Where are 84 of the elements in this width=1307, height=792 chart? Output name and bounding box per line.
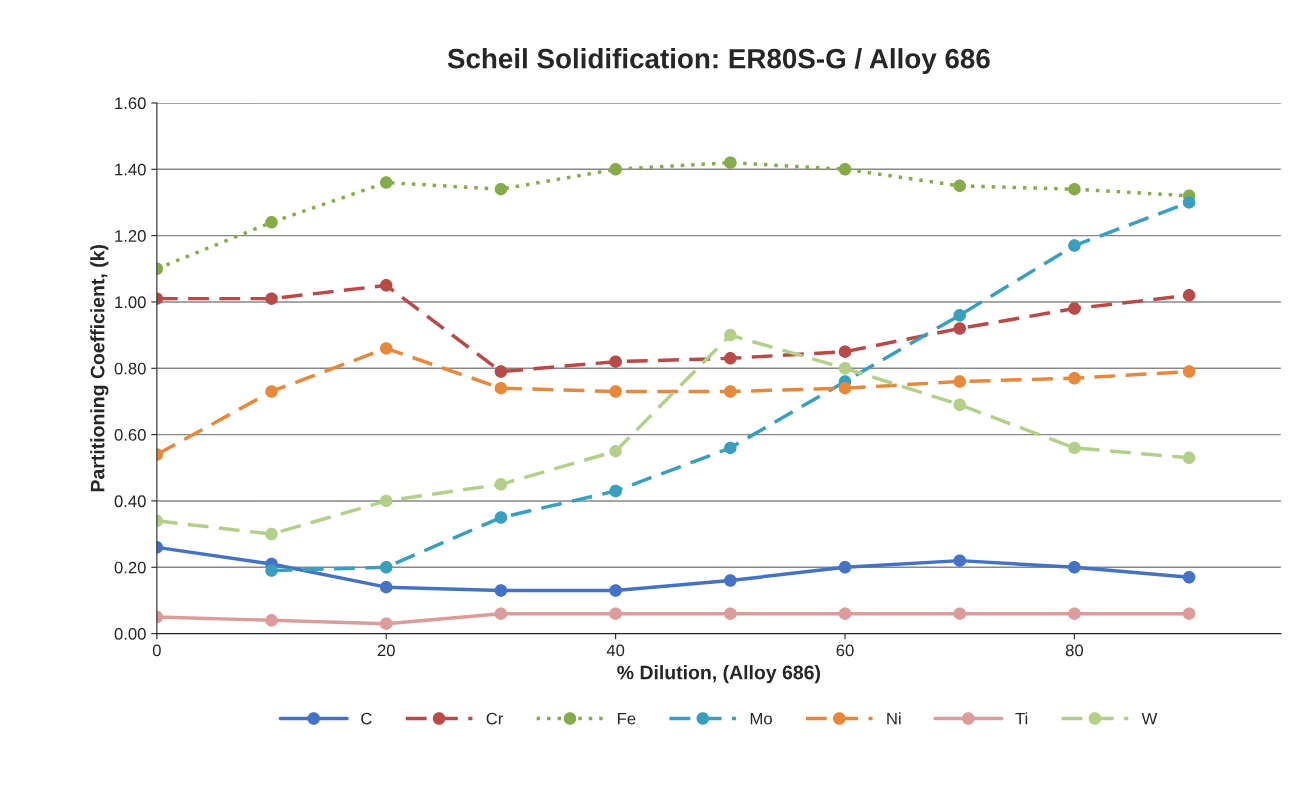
point	[953, 308, 966, 322]
point	[1182, 289, 1196, 302]
point	[609, 484, 622, 498]
y-tick-label: 0.80	[114, 362, 146, 375]
point	[265, 216, 278, 229]
x-tick-label: 60	[836, 644, 854, 657]
point	[838, 607, 852, 620]
point	[724, 156, 737, 169]
point	[494, 381, 508, 395]
point	[379, 617, 393, 630]
point	[953, 554, 966, 567]
point	[609, 444, 622, 458]
point	[494, 478, 508, 491]
legend-label: C	[361, 712, 372, 725]
y-tick-label: 0.60	[114, 429, 146, 441]
point	[953, 179, 966, 193]
x-tick-label: 20	[377, 644, 395, 657]
y-tick-label: 1.60	[115, 97, 146, 110]
x-tick-label: 40	[606, 644, 625, 657]
legend-label: W	[1141, 712, 1158, 725]
point	[953, 398, 966, 412]
point	[1068, 607, 1081, 620]
point	[1182, 196, 1196, 209]
point	[724, 574, 737, 587]
point	[953, 322, 966, 335]
legend-label: Mo	[750, 712, 772, 725]
x-axis-title: % Dilution, (Alloy 686)	[617, 665, 820, 684]
point	[1182, 607, 1196, 620]
point	[724, 607, 737, 620]
point	[1068, 182, 1081, 196]
point	[609, 607, 622, 620]
x-tick-label: 80	[1065, 644, 1084, 657]
x-tick-label: 0	[152, 644, 161, 657]
y-axis-title: Partitioning Coefficient, (k)	[90, 245, 109, 492]
point	[724, 352, 737, 365]
y-tick-label: 0.20	[114, 561, 146, 574]
legend-label: Cr	[486, 712, 504, 725]
point	[265, 292, 278, 305]
point	[1182, 451, 1196, 465]
point	[494, 511, 508, 524]
point	[379, 561, 393, 574]
point	[265, 564, 278, 577]
point	[838, 163, 852, 176]
point	[494, 365, 508, 378]
point	[1068, 561, 1081, 574]
y-tick-label: 1.00	[115, 296, 146, 309]
point	[265, 527, 278, 541]
point	[379, 494, 393, 508]
legend-label: Ni	[887, 712, 901, 725]
legend-label: Fe	[618, 712, 636, 725]
point	[609, 584, 622, 597]
point	[609, 385, 622, 398]
point	[379, 279, 393, 292]
point	[265, 385, 278, 398]
y-tick-label: 0.00	[114, 628, 146, 640]
chart-title: Scheil Solidification: ER80S-G / Alloy 686	[447, 48, 990, 74]
point	[724, 328, 737, 342]
point	[379, 342, 393, 355]
point	[953, 375, 966, 388]
point	[838, 561, 852, 574]
point	[724, 385, 737, 398]
point	[1182, 570, 1196, 584]
point	[953, 607, 966, 620]
point	[838, 381, 852, 395]
legend-label: Ti	[1015, 712, 1028, 725]
point	[379, 580, 393, 594]
point	[1068, 371, 1081, 385]
point	[724, 441, 737, 455]
point	[838, 345, 852, 358]
point	[1182, 365, 1196, 378]
point	[1068, 239, 1081, 252]
point	[379, 176, 393, 189]
point	[494, 584, 508, 597]
point	[1068, 302, 1081, 315]
point	[265, 614, 278, 627]
point	[609, 355, 622, 368]
y-tick-label: 1.40	[115, 163, 146, 176]
point	[494, 607, 508, 620]
y-tick-label: 1.20	[115, 230, 146, 242]
point	[838, 362, 852, 375]
point	[494, 182, 508, 196]
y-tick-label: 0.40	[114, 495, 146, 508]
point	[609, 163, 622, 176]
point	[1068, 441, 1081, 455]
